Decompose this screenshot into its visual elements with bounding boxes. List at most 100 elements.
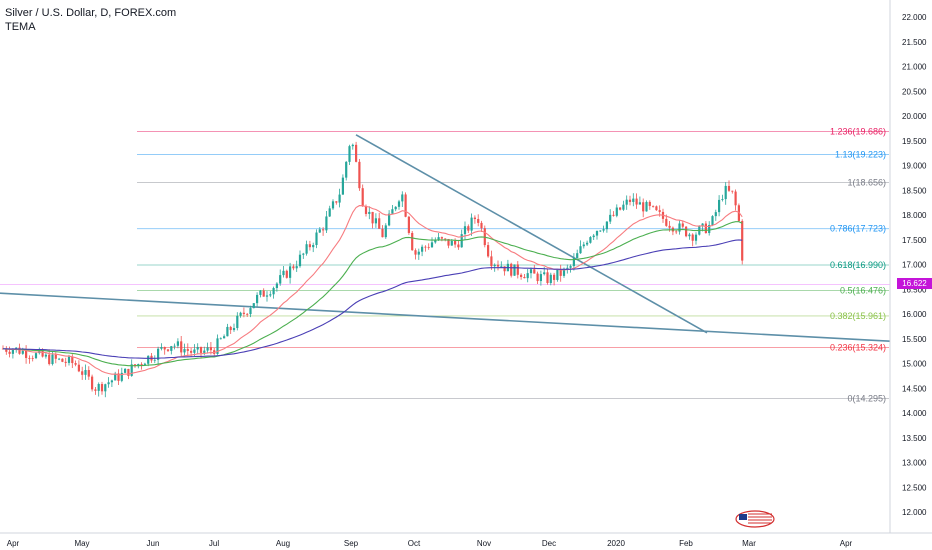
ema-slow-line (3, 239, 743, 359)
y-tick-label: 18.500 (902, 186, 927, 195)
candle-body (84, 370, 87, 375)
candle-body (61, 358, 64, 362)
candle-body (190, 350, 193, 353)
candle-body (374, 218, 377, 224)
candle-body (543, 272, 546, 275)
candle-body (213, 350, 216, 354)
candle-body (467, 226, 470, 231)
candle-body (282, 270, 285, 276)
time-axis: Apr May Jun Jul Aug Sep Oct Nov Dec 2020 Feb Mar Apr (0, 532, 932, 548)
candle-body (582, 244, 585, 247)
candle-body (157, 348, 160, 360)
fibonacci-lines (0, 131, 890, 399)
last-price-badge: 16.622 (897, 277, 932, 289)
candle-body (331, 201, 335, 209)
candle-body (526, 273, 529, 279)
candle-body (51, 354, 54, 365)
candle-body (124, 368, 127, 373)
candle-body (8, 351, 11, 354)
fib-label: 1(18.656) (847, 178, 886, 188)
candle-body (421, 246, 424, 252)
candle-body (107, 382, 110, 385)
candle-body (298, 254, 302, 267)
candle-body (401, 194, 404, 202)
y-tick-label: 18.000 (902, 211, 927, 220)
candle-body (430, 242, 434, 248)
candle-body (523, 276, 526, 279)
candle-body (586, 242, 589, 245)
candle-body (615, 207, 618, 216)
candle-body (556, 269, 559, 280)
candle-body (727, 185, 731, 191)
x-tick-label: Apr (7, 539, 20, 548)
candle-body (513, 264, 516, 276)
candle-body (120, 372, 123, 381)
candle-body (632, 198, 635, 202)
candles (1, 141, 744, 398)
watermark-logo (735, 510, 775, 528)
candle-body (602, 229, 605, 231)
fibonacci-labels: 1.236(19.686) 1.13(19.223) 1(18.656) 0.786(… (830, 127, 886, 404)
fib-label: 0.786(17.723) (830, 224, 886, 234)
candle-body (147, 355, 150, 364)
candle-body (638, 202, 641, 205)
candle-body (388, 213, 391, 226)
candle-body (645, 201, 648, 212)
candle-body (688, 234, 691, 237)
y-tick-label: 14.500 (902, 384, 927, 393)
y-tick-label: 16.500 (902, 285, 927, 294)
candle-body (18, 347, 21, 354)
candle-body (539, 274, 542, 282)
y-tick-label: 21.000 (902, 63, 927, 72)
candle-body (589, 237, 592, 243)
fib-label: 0.382(15.961) (830, 311, 886, 321)
candle-body (203, 350, 206, 353)
candle-body (566, 267, 569, 269)
candle-body (77, 364, 80, 372)
candle-body (493, 264, 496, 267)
ema-mid-line (2, 221, 743, 367)
candle-body (242, 312, 245, 314)
candle-body (457, 244, 460, 248)
candle-body (249, 308, 252, 315)
x-tick-label: Nov (477, 539, 491, 548)
candle-body (483, 228, 486, 246)
candle-body (609, 214, 612, 222)
candle-body (741, 220, 744, 261)
candle-body (193, 349, 196, 353)
candle-body (223, 336, 226, 339)
candle-body (381, 228, 384, 238)
candle-body (259, 290, 262, 295)
candle-body (358, 161, 361, 189)
candle-body (520, 274, 523, 277)
candle-body (397, 201, 401, 207)
candle-body (338, 194, 341, 203)
candle-body (394, 206, 397, 210)
candle-body (127, 368, 130, 376)
candle-body (704, 223, 707, 234)
candle-body (110, 380, 113, 383)
candle-body (285, 270, 288, 278)
support-trendline (0, 292, 891, 343)
candle-body (487, 245, 490, 257)
candle-body (635, 198, 638, 205)
candle-body (302, 253, 305, 255)
candle-body (378, 218, 381, 229)
x-tick-label: May (74, 539, 89, 548)
candle-body (229, 326, 232, 331)
candle-body (173, 345, 176, 347)
candle-body (295, 266, 298, 269)
candle-body (153, 359, 156, 361)
candle-body (246, 313, 249, 315)
candle-body (470, 217, 473, 231)
candle-body (595, 231, 599, 236)
candle-body (236, 315, 239, 329)
candle-body (496, 264, 500, 267)
candle-body (176, 341, 179, 346)
candle-body (117, 373, 120, 381)
fib-label: 0.236(15.324) (830, 342, 886, 352)
candle-body (58, 358, 61, 360)
candle-body (226, 326, 229, 337)
candle-body (685, 226, 688, 237)
x-tick-label: Apr (840, 539, 853, 548)
